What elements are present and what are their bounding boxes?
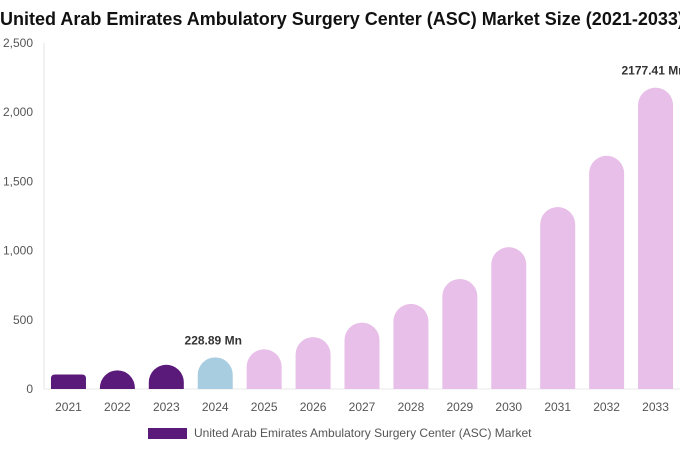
bar-2030 <box>491 247 527 389</box>
x-tick-label: 2024 <box>202 400 229 414</box>
bar-2021 <box>50 374 86 389</box>
x-tick-label: 2033 <box>642 400 669 414</box>
bar-2022 <box>99 370 135 389</box>
legend-label: United Arab Emirates Ambulatory Surgery … <box>194 426 532 440</box>
bar-2025 <box>246 349 282 389</box>
x-tick-label: 2022 <box>104 400 131 414</box>
y-tick-label: 2,000 <box>3 105 33 119</box>
x-tick-label: 2023 <box>153 400 180 414</box>
x-tick-label: 2032 <box>593 400 620 414</box>
y-tick-label: 1,000 <box>3 244 33 258</box>
x-tick-label: 2031 <box>544 400 571 414</box>
x-tick-label: 2029 <box>446 400 473 414</box>
bar-2033 <box>638 87 674 389</box>
bar-2028 <box>393 303 429 389</box>
y-tick-label: 1,500 <box>3 174 33 188</box>
bar-2023 <box>148 364 184 389</box>
bar-2024 <box>197 357 233 389</box>
legend-swatch <box>148 428 187 439</box>
chart-title: United Arab Emirates Ambulatory Surgery … <box>0 9 680 29</box>
x-tick-label: 2026 <box>300 400 327 414</box>
x-tick-label: 2025 <box>251 400 278 414</box>
bar-2026 <box>295 337 331 389</box>
x-tick-label: 2027 <box>349 400 376 414</box>
x-tick-label: 2030 <box>495 400 522 414</box>
bar-2031 <box>540 207 576 389</box>
bar-2029 <box>442 278 478 389</box>
y-tick-label: 0 <box>26 382 33 396</box>
bar-2032 <box>589 155 625 389</box>
bar-2027 <box>344 322 380 389</box>
y-tick-label: 500 <box>13 313 33 327</box>
data-label: 228.89 Mn <box>185 333 242 347</box>
data-label: 2177.41 Mn <box>622 64 680 78</box>
x-tick-label: 2021 <box>55 400 82 414</box>
x-tick-label: 2028 <box>398 400 425 414</box>
y-tick-label: 2,500 <box>3 36 33 50</box>
